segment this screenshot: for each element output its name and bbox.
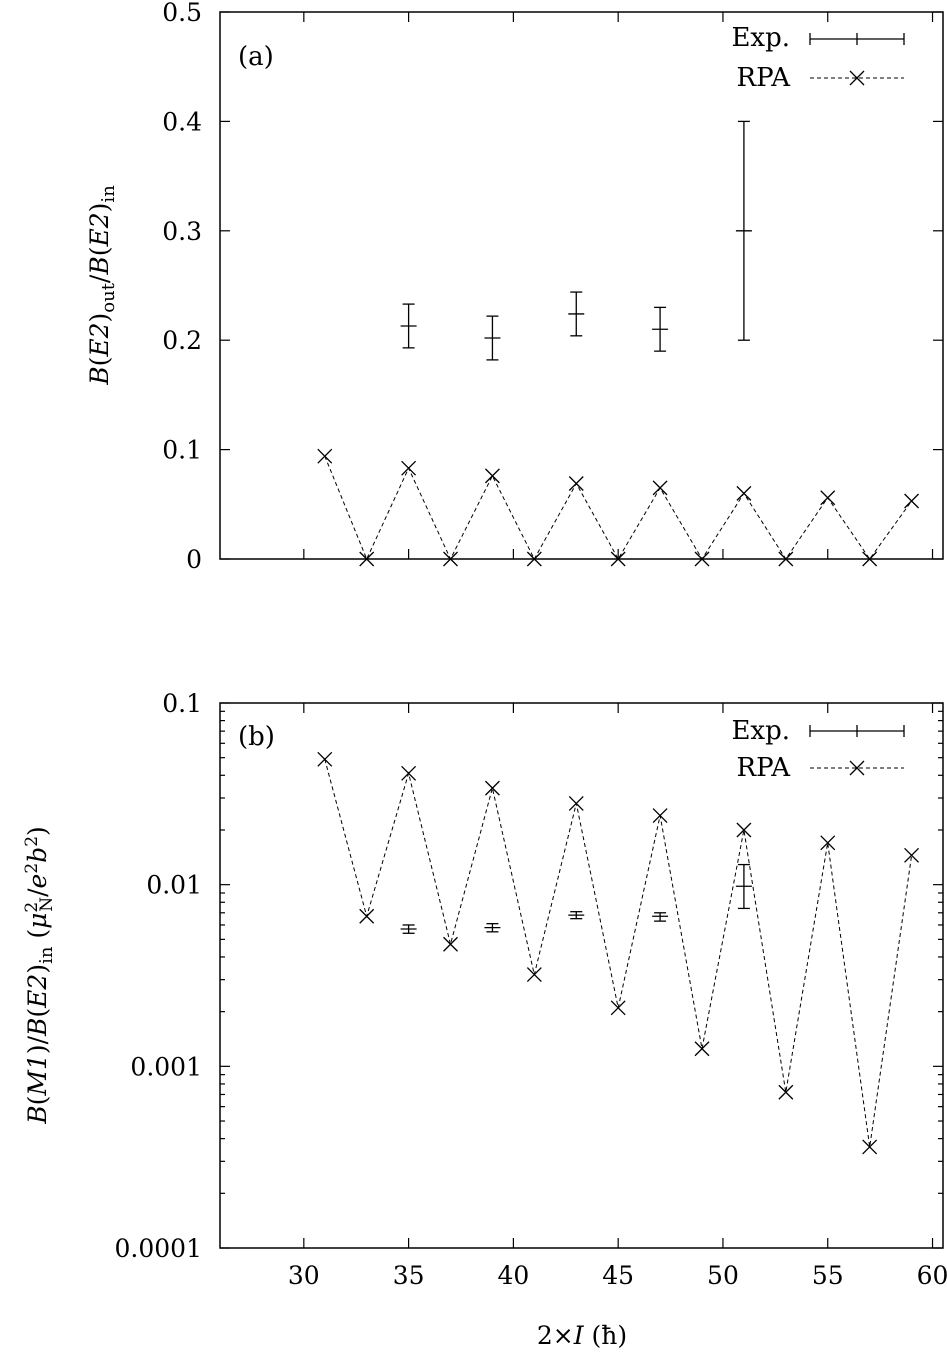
panel-b-marks — [317, 751, 920, 1155]
rpa-point — [778, 1084, 794, 1100]
x-tick-label: 60 — [917, 1261, 947, 1290]
panel-a-y-axis-title: B(E2)out/B(E2)in — [85, 185, 119, 386]
rpa-point — [317, 751, 333, 767]
rpa-point — [862, 1139, 878, 1155]
rpa-point — [694, 1041, 710, 1057]
rpa-point — [904, 847, 920, 863]
exp-point — [568, 911, 585, 920]
panel-a-marks — [317, 120, 920, 567]
rpa-point — [652, 480, 668, 496]
panel-b-ticks — [220, 702, 943, 1249]
x-tick-label: 40 — [497, 1261, 529, 1290]
rpa-point — [610, 1000, 626, 1016]
panel-a-ticks — [220, 11, 943, 560]
x-tick-label: 55 — [812, 1261, 844, 1290]
panel-b-frame — [219, 702, 944, 1249]
panel-a-legend: Exp. RPA — [731, 23, 905, 93]
rpa-point — [568, 795, 584, 811]
panel-b-legend-rpa-label: RPA — [737, 753, 792, 783]
panel-b-legend-rpa-cross — [849, 760, 865, 776]
rpa-series-line — [324, 759, 913, 1147]
panel-a: 0 0.1 0.2 0.3 0.4 0.5 (a) Exp. RPA B(E2)out/B… — [85, 0, 944, 574]
rpa-point — [401, 765, 417, 781]
rpa-point — [736, 822, 752, 838]
panel-b-label: (b) — [238, 722, 275, 752]
x-tick-label: 45 — [602, 1261, 634, 1290]
exp-point — [735, 863, 752, 910]
y-tick-label: 0 — [186, 545, 202, 574]
exp-point — [652, 306, 669, 352]
y-tick-label: 0.5 — [162, 0, 202, 27]
panel-b-x-axis-title: 2×I (ħ) — [537, 1321, 627, 1350]
panel-b-y-axis-title: B(M1)/B(E2)in (μ2N/e2b2) — [22, 826, 57, 1125]
exp-point — [568, 291, 585, 337]
rpa-point — [359, 908, 375, 924]
exp-point — [400, 924, 417, 934]
exp-point — [735, 120, 752, 341]
rpa-point — [401, 460, 417, 476]
rpa-point — [484, 468, 500, 484]
panel-a-legend-rpa-cross — [849, 70, 865, 86]
y-tick-label: 0.4 — [162, 107, 202, 136]
panel-b-legend: Exp. RPA — [731, 716, 905, 783]
rpa-point — [443, 936, 458, 952]
rpa-point — [568, 476, 584, 491]
y-tick-label: 0.1 — [162, 436, 202, 465]
rpa-point — [652, 808, 668, 824]
rpa-point — [820, 835, 836, 851]
y-tick-label: 0.3 — [162, 217, 202, 246]
exp-point — [652, 912, 669, 922]
exp-point — [484, 923, 501, 933]
y-tick-label: 0.2 — [162, 326, 202, 355]
panel-a-frame — [219, 11, 944, 560]
rpa-point — [904, 493, 920, 509]
panel-a-legend-exp-label: Exp. — [731, 23, 790, 53]
exp-point — [484, 315, 501, 361]
rpa-point — [484, 780, 500, 796]
y-tick-label: 0.1 — [162, 689, 202, 718]
panel-b-x-tick-labels: 30 35 40 45 50 55 60 — [288, 1261, 947, 1290]
y-tick-label: 0.01 — [146, 871, 202, 900]
panel-a-legend-rpa-label: RPA — [737, 63, 792, 93]
rpa-point — [317, 448, 333, 464]
panel-b: 0.0001 0.001 0.01 0.1 30 35 40 45 50 55 60 (b) Ex… — [22, 689, 947, 1350]
y-tick-label: 0.001 — [130, 1052, 202, 1081]
exp-point — [400, 303, 417, 349]
rpa-point — [526, 967, 542, 983]
panel-b-legend-exp-label: Exp. — [731, 716, 790, 746]
rpa-point — [736, 485, 752, 501]
y-tick-label: 0.0001 — [115, 1234, 202, 1263]
x-tick-label: 35 — [393, 1261, 425, 1290]
x-tick-label: 30 — [288, 1261, 320, 1290]
panel-a-label: (a) — [238, 42, 274, 72]
x-tick-label: 50 — [707, 1261, 739, 1290]
rpa-point — [820, 490, 836, 506]
panel-b-y-tick-labels: 0.0001 0.001 0.01 0.1 — [115, 689, 202, 1263]
panel-a-y-tick-labels: 0 0.1 0.2 0.3 0.4 0.5 — [162, 0, 202, 574]
